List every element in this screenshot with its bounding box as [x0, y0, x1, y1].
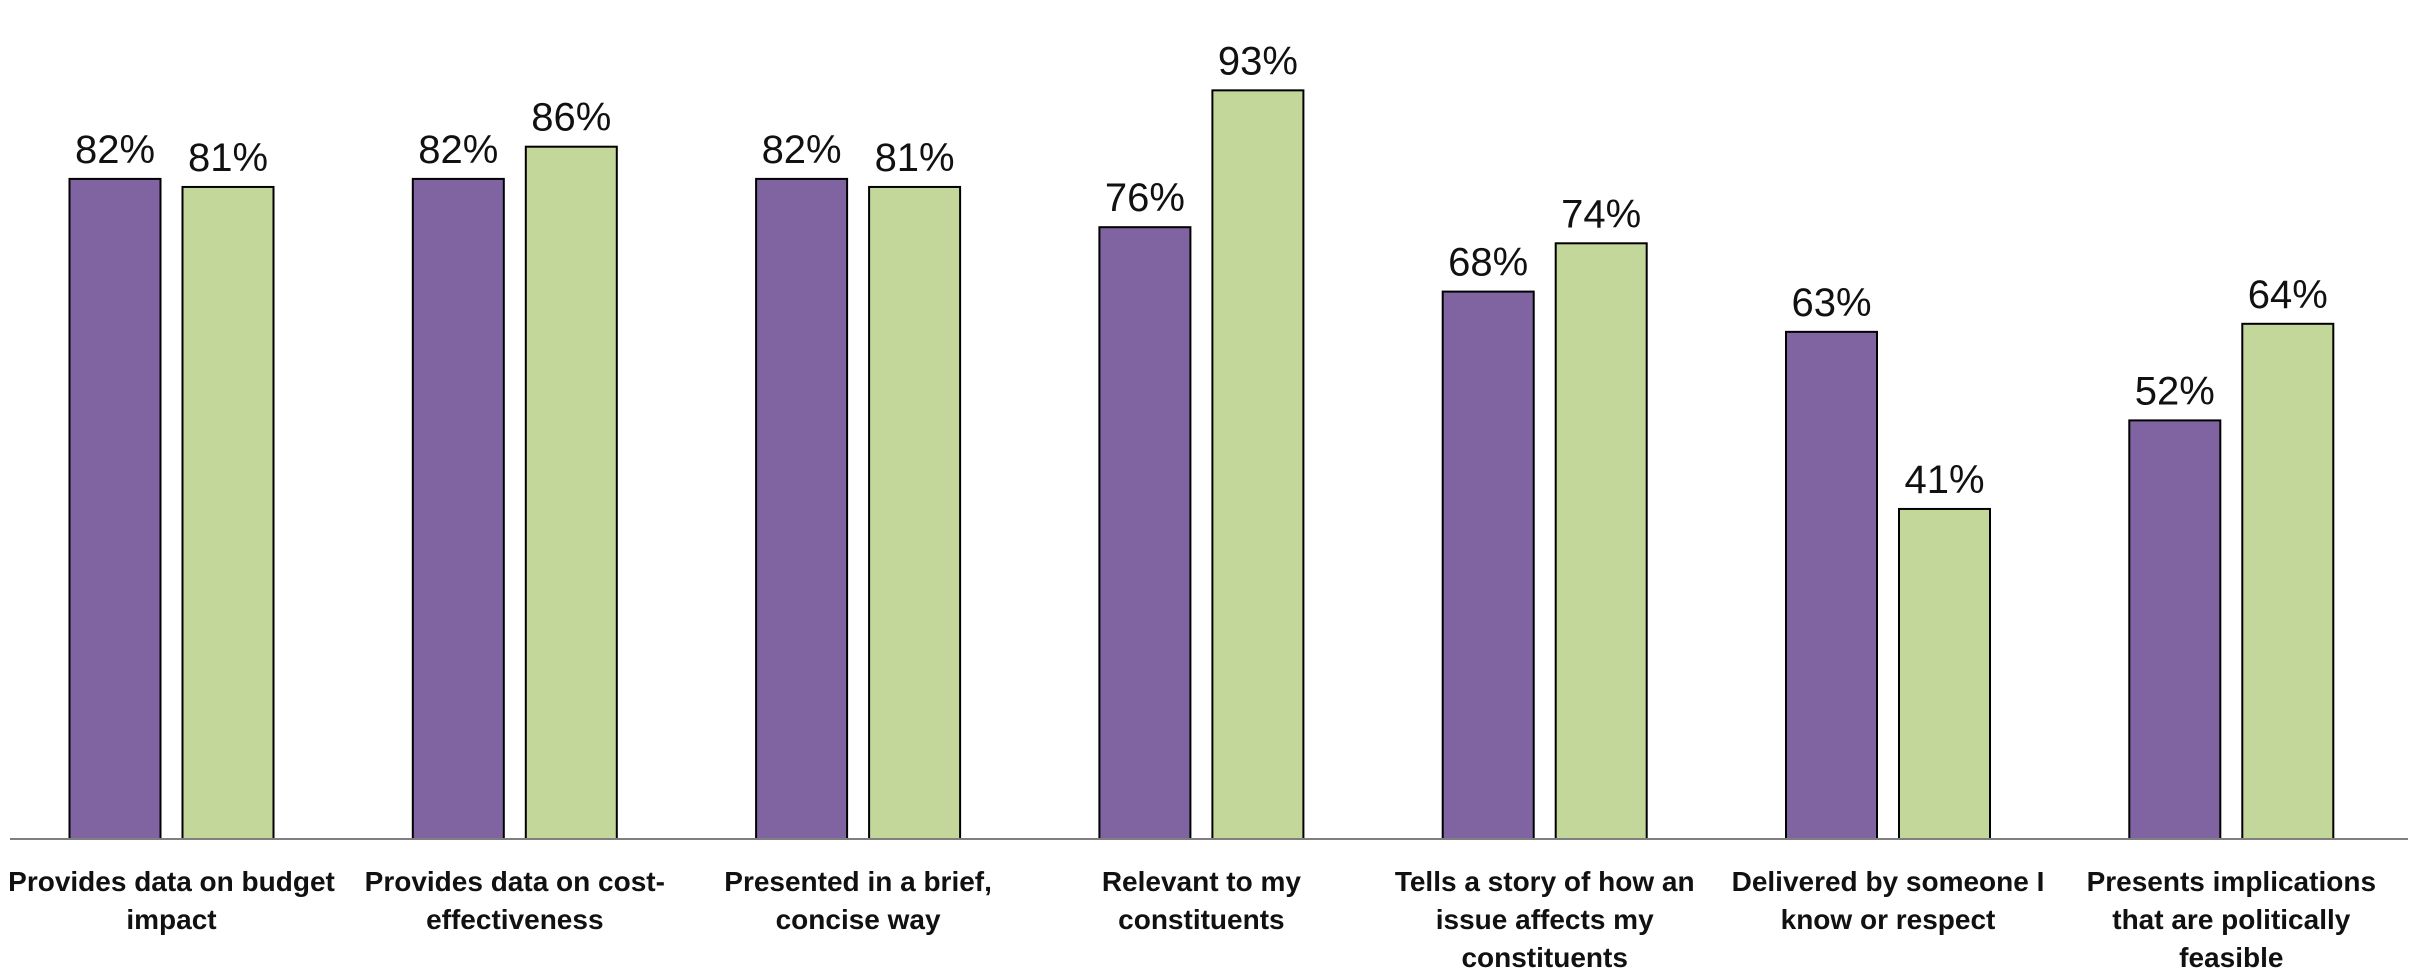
data-label-series-1-cat-3: 82% [762, 128, 842, 172]
category-label-3-line-2: concise way [776, 904, 941, 935]
bar-series-2-cat-4 [1211, 89, 1305, 841]
category-label-3-line-1: Presented in a brief, [724, 866, 992, 897]
category-label-2-line-1: Provides data on cost- [365, 866, 665, 897]
category-label-5-line-3: constituents [1461, 942, 1627, 969]
bar-series-2-cat-1 [181, 185, 275, 840]
category-label-2-line-2: effectiveness [426, 904, 603, 935]
category-labels-layer: Provides data on budget impact Provides da… [8, 866, 2376, 969]
category-label-7-line-2: that are politically [2112, 904, 2350, 935]
bar-series-2-cat-5 [1554, 242, 1648, 841]
category-label-4-line-2: constituents [1118, 904, 1284, 935]
bar-series-2-cat-7 [2241, 322, 2335, 840]
bar-series-1-cat-7 [2128, 419, 2222, 840]
category-label-7-line-3: feasible [2179, 942, 2283, 969]
data-labels-layer: 82% 81% 82% 86% 82% 81% 76% 93% 68% 74% 63% 41% 52% 6… [75, 39, 2328, 502]
category-label-7-line-1: Presents implications [2087, 866, 2376, 897]
data-label-series-2-cat-1: 81% [188, 136, 268, 180]
bar-series-1-cat-5 [1441, 290, 1535, 841]
bar-series-1-cat-3 [755, 177, 849, 840]
data-label-series-1-cat-4: 76% [1105, 176, 1185, 220]
bars-layer [68, 89, 2335, 841]
bar-series-1-cat-2 [411, 177, 505, 840]
bar-series-2-cat-6 [1898, 507, 1991, 840]
data-label-series-1-cat-2: 82% [418, 128, 498, 172]
data-label-series-2-cat-2: 86% [531, 96, 611, 140]
data-label-series-1-cat-6: 63% [1791, 281, 1871, 325]
category-label-1-line-2: impact [126, 904, 216, 935]
category-label-1-line-1: Provides data on budget [8, 866, 335, 897]
category-label-6-line-2: know or respect [1781, 904, 1996, 935]
bar-series-1-cat-4 [1098, 226, 1192, 840]
data-label-series-2-cat-3: 81% [875, 136, 955, 180]
data-label-series-1-cat-5: 68% [1448, 241, 1528, 285]
data-label-series-2-cat-4: 93% [1218, 39, 1298, 83]
category-label-5-line-2: issue affects my [1436, 904, 1654, 935]
data-label-series-2-cat-6: 41% [1904, 458, 1984, 502]
data-label-series-1-cat-7: 52% [2135, 369, 2215, 413]
category-label-5-line-1: Tells a story of how an [1395, 866, 1695, 897]
data-label-series-1-cat-1: 82% [75, 128, 155, 172]
bar-series-2-cat-2 [524, 145, 618, 840]
data-label-series-2-cat-7: 64% [2248, 273, 2328, 317]
bar-series-1-cat-6 [1785, 330, 1878, 840]
category-label-6-line-1: Delivered by someone I [1732, 866, 2045, 897]
category-label-4-line-1: Relevant to my [1102, 866, 1302, 897]
data-label-series-2-cat-5: 74% [1561, 192, 1641, 236]
bar-series-2-cat-3 [868, 185, 962, 840]
bar-series-1-cat-1 [68, 177, 162, 840]
